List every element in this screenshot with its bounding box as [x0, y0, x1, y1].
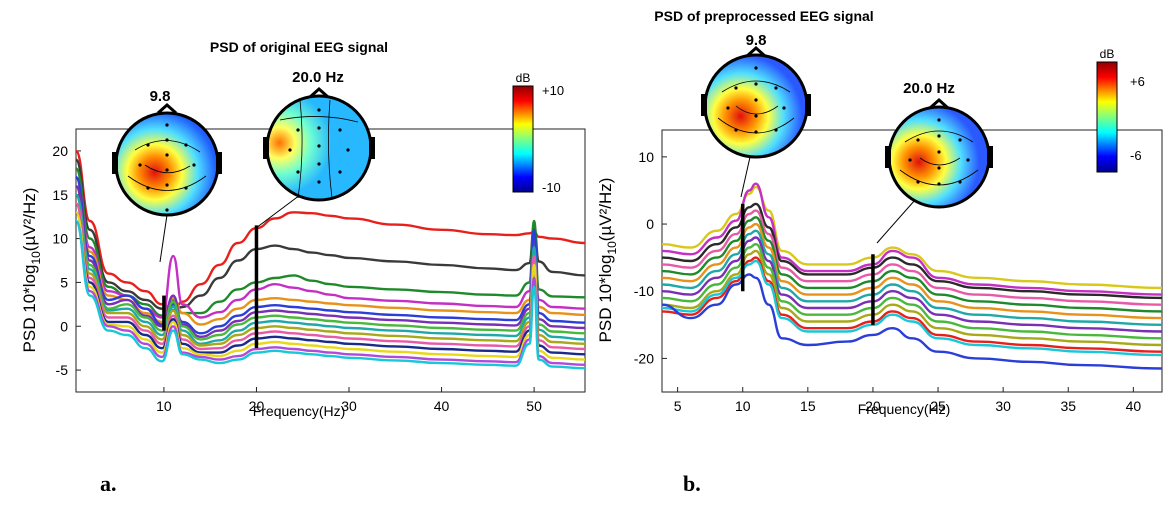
panel-a: PSD of original EEG signal 10 20 30 40 50 -5 0… — [20, 39, 586, 496]
panel-b-ytick-label: -20 — [634, 350, 654, 366]
panel-a-series-teal — [74, 193, 586, 345]
panel-a-topomap-20hz: 20.0 Hz — [263, 69, 375, 202]
panel-b-series-lightgreen — [661, 243, 1163, 340]
panel-b-ylabel-sub: 10 — [605, 241, 619, 255]
panel-a-series-purple — [74, 184, 586, 338]
panel-b-colorbar-max: +6 — [1130, 74, 1145, 89]
panel-a-series — [74, 149, 586, 370]
panel-a-ytick-label: 0 — [60, 318, 68, 334]
panel-a-ylabel-unit: (µV²/Hz) — [20, 188, 39, 252]
panel-a-series-darkgreen — [74, 167, 586, 317]
panel-b: PSD of preprocessed EEG signal 5 10 15 20 25… — [596, 8, 1163, 496]
panel-a-leader-9.8 — [159, 214, 168, 263]
panel-b-xtick-label: 20 — [865, 398, 881, 414]
panel-b-colorbar-min: -6 — [1130, 148, 1142, 163]
panel-b-xtick-label: 10 — [735, 398, 751, 414]
panel-a-ytick-label: 10 — [52, 231, 68, 247]
panel-a-series-olive — [74, 202, 586, 347]
panel-b-xtick-label: 5 — [674, 398, 682, 414]
panel-a-topomap-label-9.8: 9.8 — [150, 88, 171, 105]
panel-a-topomap-9.8: 9.8 — [112, 88, 222, 217]
panel-a-series-red — [74, 149, 586, 312]
panel-b-series-teal — [661, 229, 1163, 326]
panel-b-ticks: 5 10 15 20 25 30 35 40 -20 -10 0 10 — [634, 149, 1142, 414]
panel-b-leader-9.8 — [740, 156, 751, 198]
panel-a-xlabel: Frequency(Hz) — [253, 403, 346, 419]
panel-a-series-black — [74, 158, 586, 312]
panel-a-ticks: 10 20 30 40 50 -5 0 5 10 15 20 — [52, 143, 542, 414]
panel-b-ytick-label: 0 — [646, 216, 654, 232]
panel-a-ytick-label: 15 — [52, 187, 68, 203]
panel-b-ytick-label: -10 — [634, 283, 654, 299]
panel-b-colorbar-label: dB — [1100, 47, 1115, 61]
panel-a-xtick-label: 50 — [526, 398, 542, 414]
panel-b-series-purple — [661, 236, 1163, 333]
panel-a-colorbar-min: -10 — [542, 180, 561, 195]
panel-a-colorbar: dB +10 -10 — [512, 71, 564, 195]
panel-b-series-blue — [661, 273, 1163, 370]
panel-a-colorbar-label: dB — [516, 71, 531, 85]
panel-b-topomap-label-20hz: 20.0 Hz — [903, 80, 955, 97]
panel-b-topomap-9.8: 9.8 — [701, 32, 811, 159]
panel-b-xtick-label: 25 — [930, 398, 946, 414]
panel-a-ytick-label: 20 — [52, 143, 68, 159]
panel-a-ylabel: PSD 10*log10(µV²/Hz) — [20, 188, 43, 353]
panel-a-ytick-label: -5 — [56, 362, 69, 378]
panel-a-series-cyan — [74, 219, 586, 370]
panel-b-topomap-label-9.8: 9.8 — [746, 32, 767, 49]
panel-b-topomap-20hz: 20.0 Hz — [885, 80, 993, 209]
panel-a-series-navy — [74, 211, 586, 356]
panel-b-ytick-label: 10 — [638, 149, 654, 165]
panel-b-ylabel-unit: (µV²/Hz) — [596, 178, 615, 242]
panel-a-xtick-label: 10 — [156, 398, 172, 414]
panel-b-series-olive — [661, 249, 1163, 347]
panel-a-xtick-label: 40 — [434, 398, 450, 414]
panel-a-topomap-label-20hz: 20.0 Hz — [292, 69, 344, 86]
panel-b-xlabel: Frequency(Hz) — [858, 401, 951, 417]
panel-a-letter: a. — [100, 471, 117, 496]
panel-b-xtick-label: 15 — [800, 398, 816, 414]
panel-a-xtick-label: 20 — [249, 398, 265, 414]
panel-b-series-orange — [661, 222, 1163, 320]
panel-b-xtick-label: 40 — [1126, 398, 1142, 414]
panel-b-letter: b. — [683, 471, 701, 496]
panel-b-colorbar: dB +6 -6 — [1096, 47, 1145, 173]
panel-b-series — [661, 182, 1163, 370]
panel-a-leader-20hz — [255, 194, 301, 229]
panel-b-leader-20hz — [876, 199, 916, 244]
panel-a-markers — [159, 194, 301, 349]
panel-a-title: PSD of original EEG signal — [210, 39, 388, 55]
panel-b-markers — [740, 156, 916, 325]
panel-b-ylabel: PSD 10*log10(µV²/Hz) — [596, 178, 619, 343]
panel-b-series-pink — [661, 209, 1163, 306]
panel-b-series-black — [661, 202, 1163, 300]
panel-a-xtick-label: 30 — [341, 398, 357, 414]
panel-b-series-yellow — [661, 185, 1163, 290]
panel-b-ylabel-prefix: PSD 10*log — [596, 255, 615, 343]
panel-b-series-magenta — [661, 182, 1163, 296]
panel-a-ylabel-sub: 10 — [29, 251, 43, 265]
panel-b-xtick-label: 35 — [1060, 398, 1076, 414]
panel-b-series-darkgreen — [661, 216, 1163, 313]
panel-b-series-cyan — [661, 259, 1163, 357]
panel-a-ylabel-prefix: PSD 10*log — [20, 265, 39, 353]
panel-b-series-red — [661, 256, 1163, 353]
panel-b-title: PSD of preprocessed EEG signal — [654, 8, 873, 24]
panel-a-ytick-label: 5 — [60, 274, 68, 290]
panel-a-series-blue — [74, 176, 586, 335]
panel-b-xtick-label: 30 — [995, 398, 1011, 414]
panel-a-colorbar-max: +10 — [542, 83, 564, 98]
panel-a-series-lightgreen — [74, 193, 586, 341]
